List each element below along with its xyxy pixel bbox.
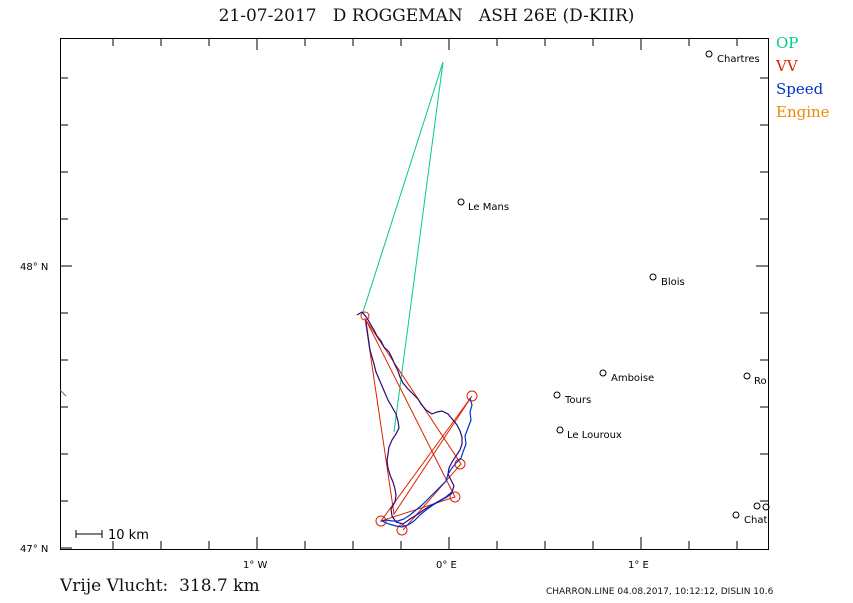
city-marker-blois [649,273,657,281]
y-label-47n: 47° N [20,544,48,555]
city-label-le-mans: Le Mans [468,202,509,213]
city-marker-chartres [705,50,713,58]
bottom-ticks [112,537,738,549]
x-label-1e: 1° E [628,560,649,571]
distance-label: Vrije Vlucht: 318.7 km [60,576,260,596]
city-marker-edge-2 [762,503,770,511]
city-marker-ro [743,372,751,380]
city-marker-amboise [599,369,607,377]
city-label-amboise: Amboise [611,373,654,384]
city-marker-chat [732,511,740,519]
scale-bar-label: 10 km [108,528,149,543]
city-label-blois: Blois [661,277,685,288]
city-label-ro: Ro [754,376,767,387]
city-label-chartres: Chartres [717,54,760,65]
legend-op: OP [776,34,799,52]
map-title: 21-07-2017 D ROGGEMAN ASH 26E (D-KIIR) [218,6,635,26]
left-ticks [60,77,72,549]
op-task-line [362,61,444,433]
credit-label: CHARRON.LINE 04.08.2017, 10:12:12, DISLI… [546,587,774,597]
turnpoint-5 [396,524,408,536]
city-marker-le-louroux [556,426,564,434]
scale-bar: 10 km [75,528,149,543]
turnpoint-2 [454,458,466,470]
city-label-tours: Tours [564,395,591,406]
x-label-0e: 0° E [436,560,457,571]
city-marker-edge-1 [753,502,761,510]
turnpoint-start [360,311,370,321]
city-marker-le-mans [457,198,465,206]
legend-speed: Speed [776,80,824,98]
turnpoint-4 [375,515,387,527]
city-label-chat: Chat [744,515,767,526]
legend-engine: Engine [776,103,830,121]
y-label-48n: 48° N [20,262,48,273]
city-marker-tours [553,391,561,399]
x-label-1w: 1° W [243,560,268,571]
turnpoint-1 [466,390,478,402]
city-label-le-louroux: Le Louroux [567,430,622,441]
turnpoint-3 [449,491,461,503]
right-ticks [756,77,768,502]
top-ticks [112,38,738,50]
map-frame [60,38,769,550]
flight-track [356,311,463,525]
legend-vv: VV [776,57,798,75]
speed-track [380,397,473,528]
